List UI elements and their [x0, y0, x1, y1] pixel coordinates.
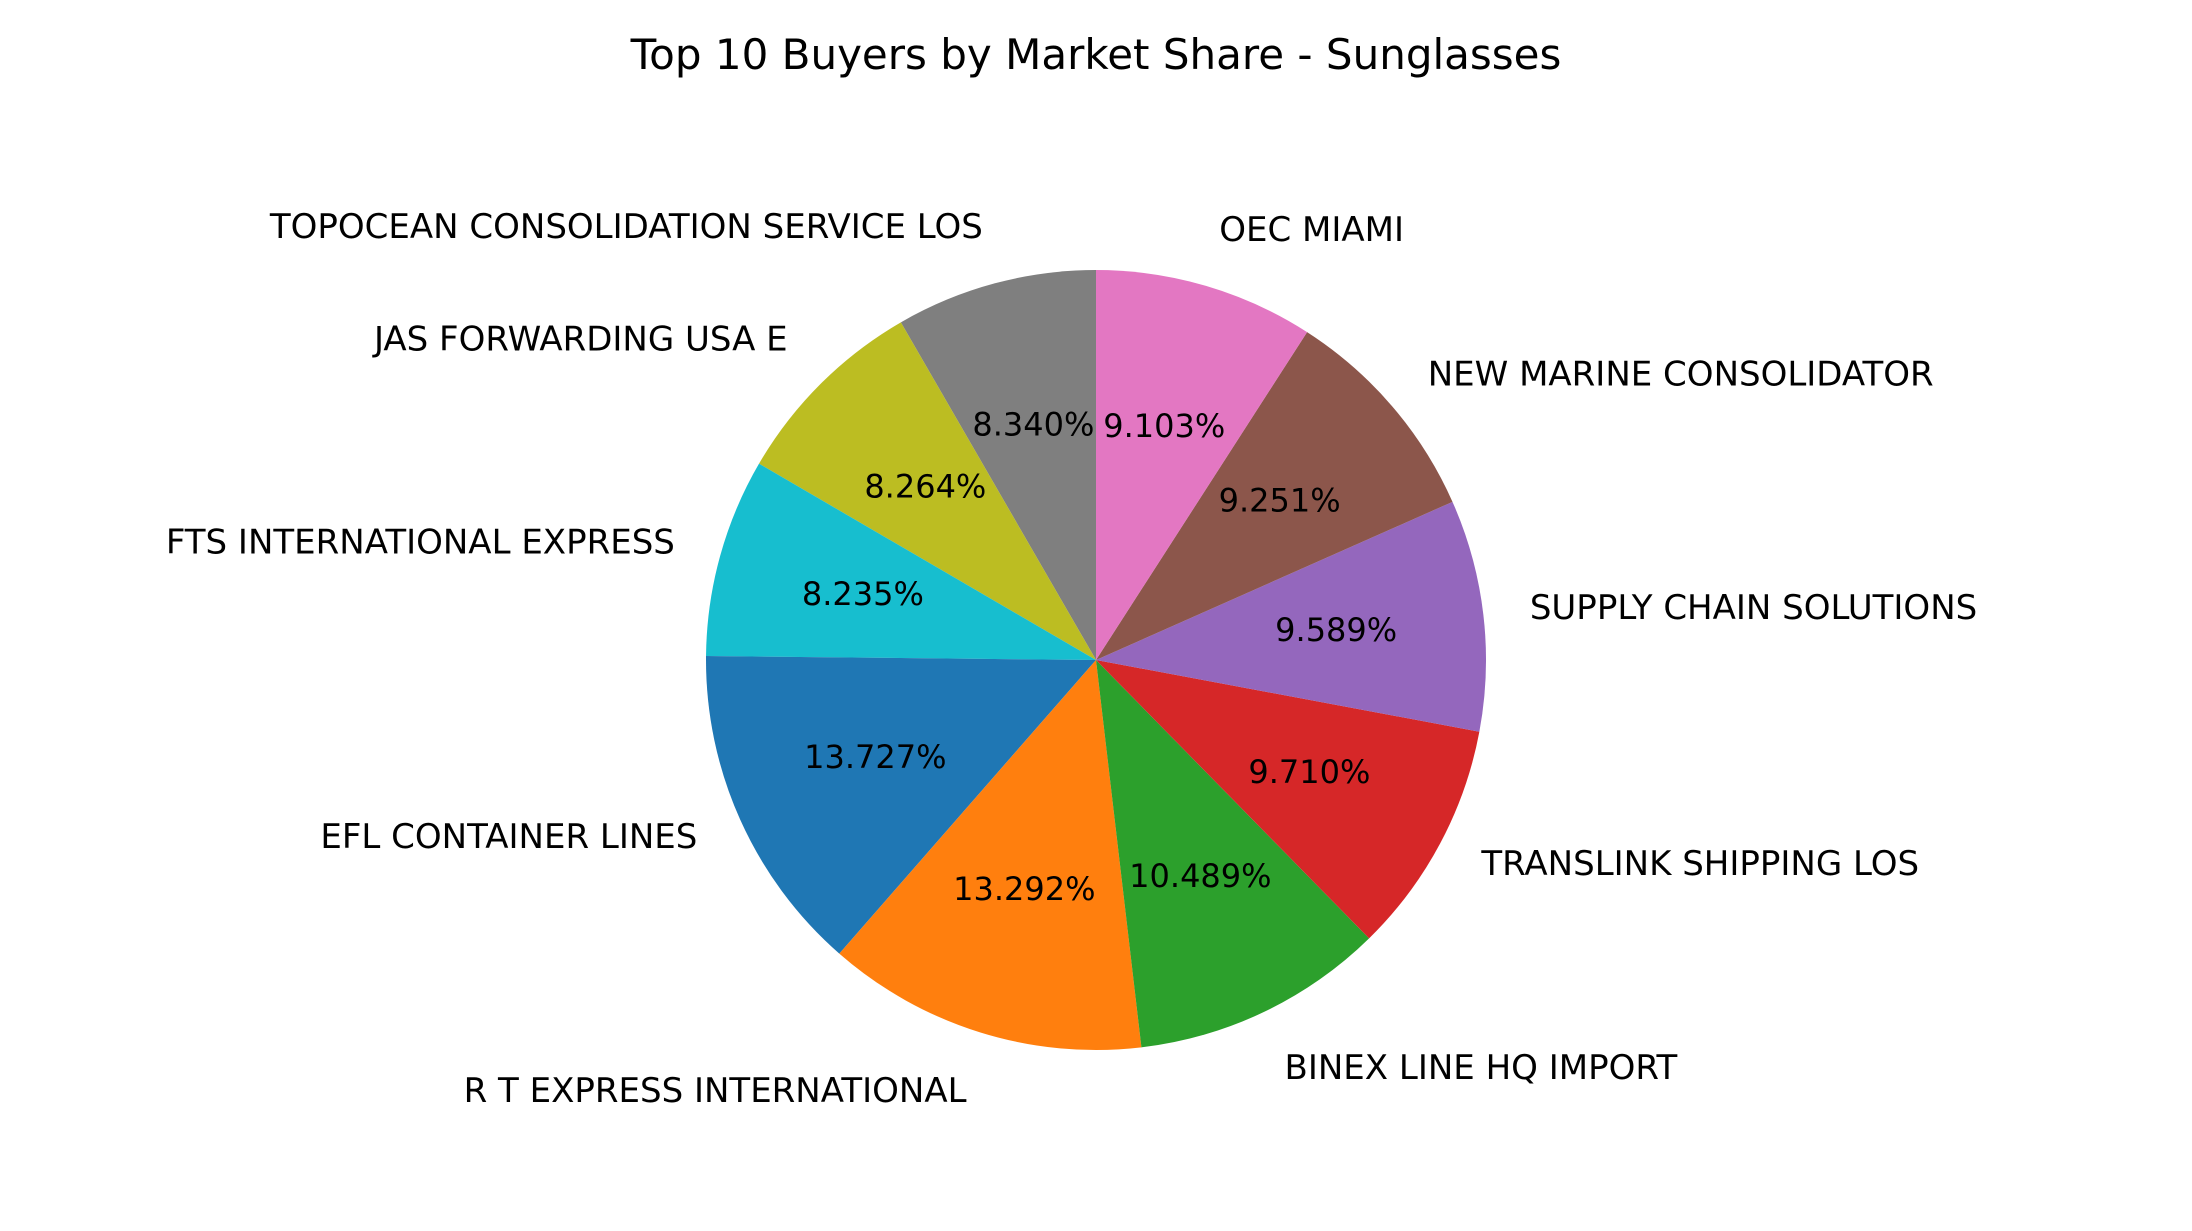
slice-category-label: NEW MARINE CONSOLIDATOR: [1428, 354, 1934, 394]
slice-percent-label: 10.489%: [1129, 857, 1271, 895]
slice-category-label: TRANSLINK SHIPPING LOS: [1480, 844, 1919, 884]
slice-category-label: JAS FORWARDING USA E: [372, 320, 788, 360]
slice-category-label: FTS INTERNATIONAL EXPRESS: [166, 522, 675, 562]
slice-percent-label: 8.340%: [972, 405, 1094, 443]
slice-percent-label: 13.292%: [953, 870, 1095, 908]
slice-percent-label: 9.103%: [1103, 407, 1225, 445]
slice-category-label: R T EXPRESS INTERNATIONAL: [464, 1071, 967, 1111]
slice-percent-label: 13.727%: [804, 738, 946, 776]
slice-percent-label: 9.251%: [1219, 482, 1341, 520]
slice-category-label: EFL CONTAINER LINES: [320, 817, 697, 857]
slice-category-label: TOPOCEAN CONSOLIDATION SERVICE LOS: [269, 207, 983, 247]
slice-percent-label: 8.235%: [802, 575, 924, 613]
pie-chart: 8.340% 8.264% 8.235% 13.727% 13.292% 10.489% 9…: [0, 0, 2192, 1231]
slice-category-label: OEC MIAMI: [1219, 210, 1404, 250]
slice-percent-label: 9.589%: [1275, 611, 1397, 649]
slice-percent-label: 9.710%: [1248, 753, 1370, 791]
slice-category-label: BINEX LINE HQ IMPORT: [1285, 1048, 1678, 1088]
slice-percent-label: 8.264%: [864, 468, 986, 506]
slice-category-label: SUPPLY CHAIN SOLUTIONS: [1530, 588, 1977, 628]
